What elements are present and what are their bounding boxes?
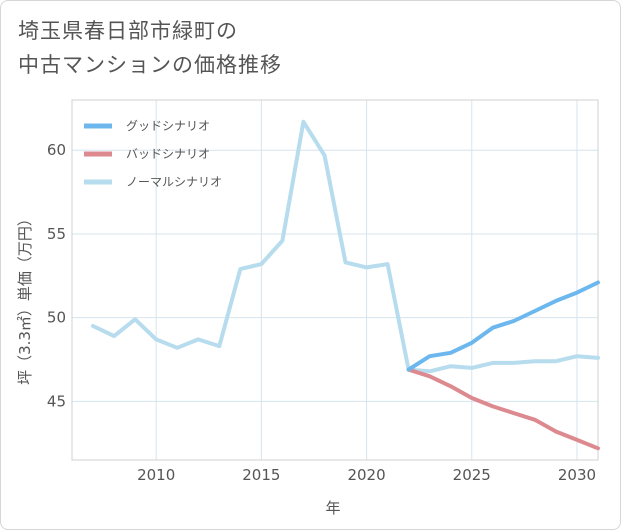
tick-labels: 2010 2015 2020 2025 2030 45 50 55 60 [47,141,596,484]
chart-title-line-2: 中古マンションの価格推移 [18,53,282,77]
series-line-2 [91,119,600,374]
plot-area-border [71,99,599,461]
chart-title-line-1: 埼玉県春日部市緑町の [18,19,238,43]
grid [72,100,598,460]
x-axis-title: 年 [325,499,340,517]
y-tick-label: 45 [47,392,66,410]
legend-label-2: ノーマルシナリオ [126,175,222,189]
legend-label-0: グッドシナリオ [126,119,210,133]
series-line-1 [406,367,600,451]
y-tick-label: 55 [47,225,66,243]
y-axis-title: 坪（3.3㎡）単価（万円） [16,211,34,385]
series-line-0 [406,280,600,372]
y-tick-label: 60 [47,141,66,159]
x-tick-label: 2020 [347,466,385,484]
y-tick-label: 50 [47,309,66,327]
legend-label-1: バッドシナリオ [126,147,210,161]
x-tick-label: 2025 [453,466,491,484]
x-tick-label: 2010 [137,466,175,484]
x-tick-label: 2015 [242,466,280,484]
series-layer [91,119,600,451]
x-tick-label: 2030 [558,466,596,484]
chart-title: 埼玉県春日部市緑町の 中古マンションの価格推移 [18,14,282,82]
